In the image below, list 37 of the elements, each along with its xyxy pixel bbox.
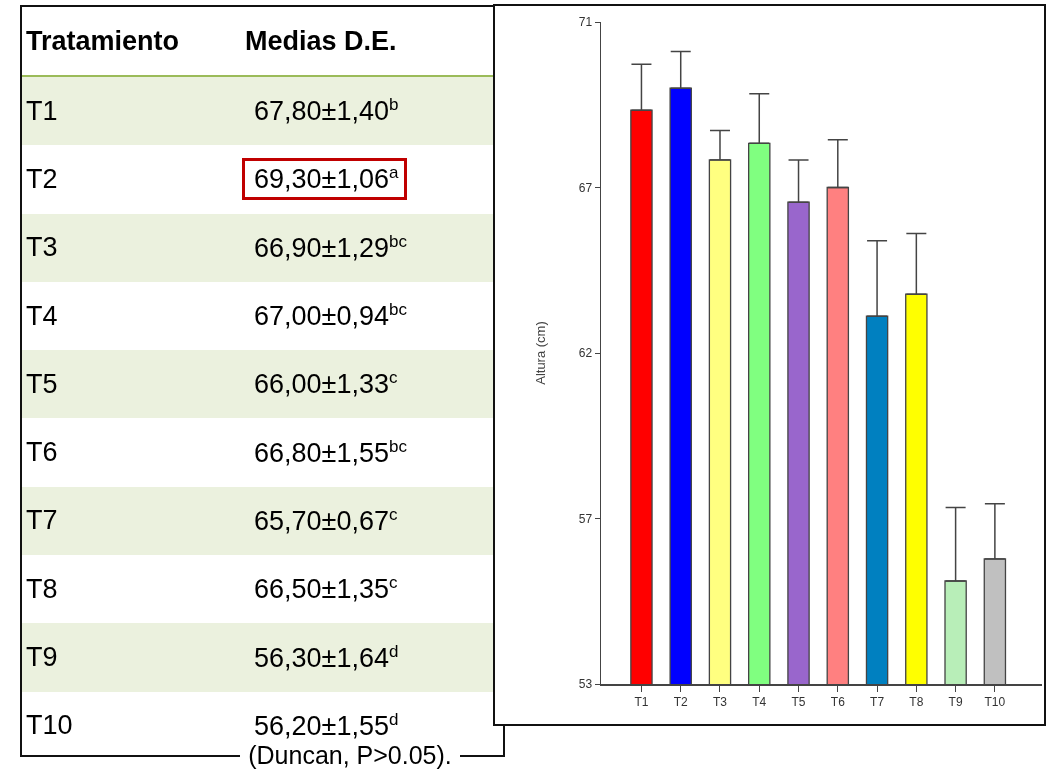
text: 56,30±1,64$^{d}$	[254, 641, 399, 673]
category-label: T1	[22, 76, 241, 146]
category-label: T5	[22, 350, 241, 419]
text: 66,90±1,29$^{bc}$	[254, 231, 407, 263]
text: 67,80±1,40$^{b}$	[254, 95, 399, 127]
category-label: T3	[22, 213, 241, 282]
category-label: T6	[25, 436, 59, 470]
y-tick-label: 67	[578, 180, 593, 195]
category-label: T7	[22, 486, 241, 556]
text: 69,30±1,06$^{a}$	[254, 163, 399, 195]
x-tick-label: T10	[984, 694, 1006, 709]
category-label: T8	[25, 572, 59, 606]
x-tick-label: T2	[673, 694, 689, 709]
x-tick-label: T6	[830, 694, 846, 709]
text: Medias D.E.	[241, 7, 503, 76]
text: 66,80±1,55$^{bc}$	[254, 436, 407, 468]
category-label: T4	[25, 299, 59, 333]
text: 66,00±1,33$^{c}$	[254, 368, 398, 400]
text: 56,20±1,55$^{d}$	[254, 709, 399, 741]
x-tick-label: T9	[948, 694, 963, 709]
x-tick-label: T1	[634, 694, 649, 709]
y-tick-label: 62	[578, 346, 593, 361]
y-tick-label: 53	[578, 677, 593, 692]
y-axis-title: Altura (cm)	[532, 321, 548, 385]
y-tick-label: 57	[578, 511, 593, 526]
x-tick-label: T8	[909, 694, 924, 709]
x-tick-label: T3	[712, 694, 728, 709]
text: 66,50±1,35$^{c}$	[254, 573, 398, 605]
text: Tratamiento	[22, 7, 241, 76]
y-tick-label: 71	[578, 15, 593, 30]
text: 65,70±0,67$^{c}$	[254, 504, 398, 536]
text: 67,00±0,94$^{bc}$	[254, 300, 407, 332]
text: (Duncan, P>0.05).	[240, 741, 460, 770]
x-tick-label: T7	[870, 694, 885, 709]
x-tick-label: T5	[791, 694, 806, 709]
x-tick-label: T4	[752, 694, 767, 709]
category-label: T2	[25, 162, 59, 196]
